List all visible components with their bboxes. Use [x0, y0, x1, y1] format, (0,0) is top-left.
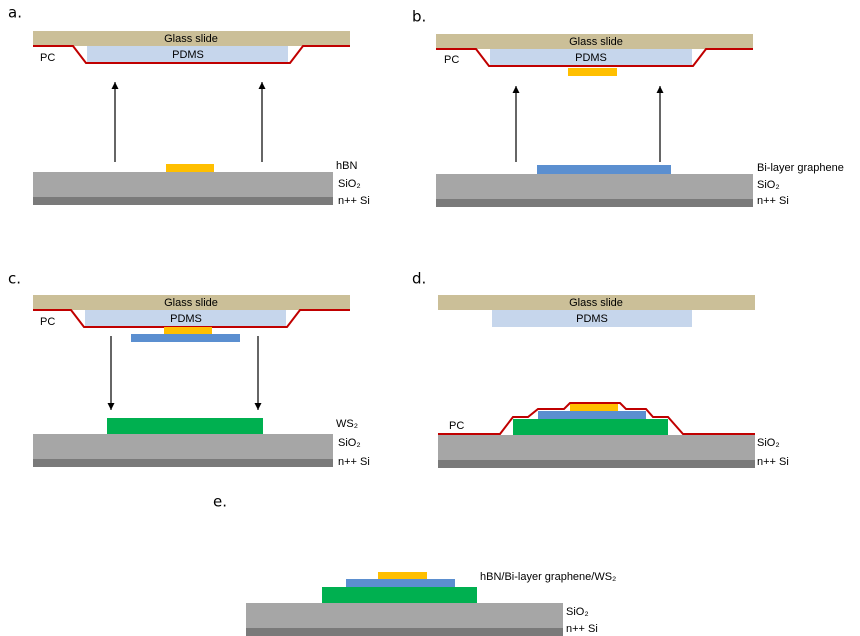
substrate-label: n++ Si: [757, 195, 789, 207]
panel-label: c.: [8, 270, 21, 288]
panel-label: b.: [412, 8, 426, 26]
oxide-label: SiO₂: [566, 606, 589, 618]
hbn: [164, 327, 212, 334]
panel-b: b. Glass slide PDMS PC Bi-layer graphene…: [412, 8, 844, 208]
panel-label: a.: [8, 4, 22, 22]
oxide-label: SiO₂: [757, 179, 780, 191]
pc-label: PC: [449, 420, 464, 432]
hbn: [570, 404, 618, 411]
ws2: [322, 587, 477, 603]
hbn: [378, 572, 427, 579]
si: [33, 459, 333, 467]
oxide-label: SiO₂: [757, 437, 780, 449]
pc-label: PC: [40, 52, 55, 64]
slide-label: Glass slide: [164, 297, 218, 309]
panel-a: a. Glass slide PDMS PC hBN SiO₂ n++ Si: [8, 4, 370, 207]
graphene: [346, 579, 455, 587]
substrate-label: n++ Si: [338, 456, 370, 468]
slide-label: Glass slide: [569, 36, 623, 48]
panel-e: e. hBN/Bi-layer graphene/WS₂ SiO₂ n++ Si: [213, 493, 616, 636]
pdms-label: PDMS: [576, 313, 608, 325]
sio2: [436, 174, 753, 199]
pc-label: PC: [444, 54, 459, 66]
sio2: [438, 435, 755, 460]
substrate-label: n++ Si: [757, 456, 789, 468]
si: [436, 199, 753, 207]
ws2: [107, 418, 263, 434]
si: [438, 460, 755, 468]
diagram: a. Glass slide PDMS PC hBN SiO₂ n++ Si b…: [0, 0, 860, 636]
hbn: [166, 164, 214, 172]
hbn: [568, 68, 617, 76]
pdms-label: PDMS: [172, 49, 204, 61]
slide-label: Glass slide: [569, 297, 623, 309]
substrate-label: n++ Si: [566, 623, 598, 635]
panel-d: d. Glass slide PDMS PC SiO₂ n++ Si: [412, 270, 789, 469]
layer-label: hBN: [336, 160, 357, 172]
pdms-label: PDMS: [575, 52, 607, 64]
substrate-label: n++ Si: [338, 195, 370, 207]
panel-label: d.: [412, 270, 426, 288]
slide-label: Glass slide: [164, 33, 218, 45]
si: [33, 197, 333, 205]
sio2: [33, 434, 333, 459]
graphene: [538, 411, 646, 419]
layer-label: WS₂: [336, 418, 358, 430]
oxide-label: SiO₂: [338, 437, 361, 449]
pdms-label: PDMS: [170, 313, 202, 325]
ws2: [513, 419, 668, 435]
graphene: [537, 165, 671, 174]
panel-label: e.: [213, 493, 227, 511]
pc-label: PC: [40, 316, 55, 328]
oxide-label: SiO₂: [338, 178, 361, 190]
sio2: [33, 172, 333, 197]
panel-c: c. Glass slide PDMS PC WS₂ SiO₂ n++ Si: [8, 270, 370, 468]
sio2: [246, 603, 563, 628]
graphene: [131, 334, 240, 342]
layer-label: Bi-layer graphene: [757, 162, 844, 174]
si: [246, 628, 563, 636]
layer-label: hBN/Bi-layer graphene/WS₂: [480, 571, 616, 583]
